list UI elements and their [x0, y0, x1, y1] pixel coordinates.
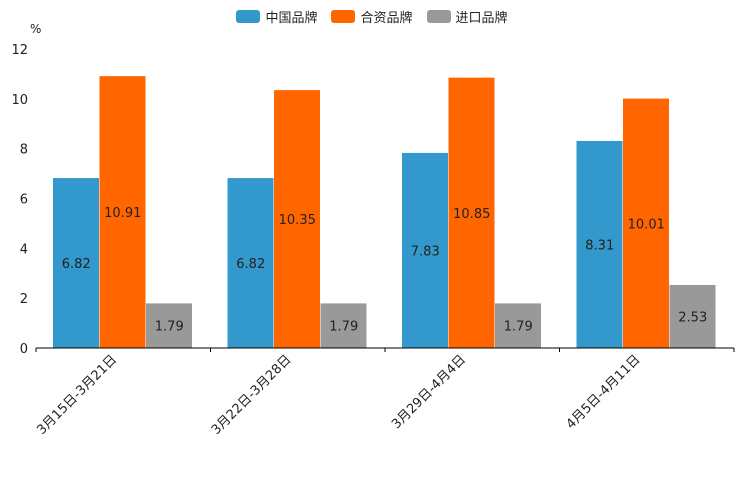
x-category-label: 4月5日-4月11日 — [564, 352, 644, 432]
data-label-series-0-cat-3: 8.31 — [585, 238, 614, 253]
y-tick-label: 6 — [20, 193, 28, 208]
bar-series-0-cat-2 — [402, 152, 448, 348]
data-label-series-1-cat-3: 10.01 — [628, 217, 665, 232]
legend-label-china-brand: 中国品牌 — [265, 11, 318, 26]
bar-series-1-cat-0 — [99, 76, 146, 348]
data-label-series-0-cat-0: 6.82 — [62, 257, 91, 272]
data-label-series-2-cat-2: 1.79 — [504, 320, 533, 335]
bar-series-2-cat-0 — [146, 303, 192, 348]
chart-legend: 中国品牌 合资品牌 进口品牌 — [0, 7, 744, 26]
y-tick-label: 4 — [20, 242, 28, 257]
legend-label-joint-venture-brand: 合资品牌 — [360, 11, 413, 26]
legend-swatch-joint-venture-brand — [331, 10, 356, 23]
legend-item-china-brand[interactable]: 中国品牌 — [236, 7, 317, 26]
data-label-series-0-cat-2: 7.83 — [411, 244, 440, 259]
data-label-series-1-cat-0: 10.91 — [104, 206, 141, 221]
bar-series-0-cat-3 — [576, 140, 623, 348]
legend-label-import-brand: 进口品牌 — [455, 11, 508, 26]
bar-series-0-cat-1 — [227, 178, 274, 348]
data-label-series-2-cat-1: 1.79 — [329, 320, 358, 335]
y-tick-label: 10 — [11, 93, 28, 108]
bar-series-1-cat-3 — [623, 98, 669, 348]
bar-series-2-cat-3 — [669, 284, 716, 348]
data-label-series-2-cat-3: 2.53 — [678, 310, 707, 325]
legend-swatch-china-brand — [236, 10, 261, 23]
x-category-label: 3月29日-4月4日 — [389, 352, 469, 432]
bar-series-0-cat-0 — [53, 178, 99, 348]
y-tick-label: 2 — [20, 292, 28, 307]
x-category-label: 3月22日-3月28日 — [209, 352, 295, 438]
legend-item-joint-venture-brand[interactable]: 合资品牌 — [331, 7, 413, 26]
y-axis-unit: % — [30, 22, 42, 36]
legend-item-import-brand[interactable]: 进口品牌 — [426, 7, 508, 26]
legend-swatch-import-brand — [426, 10, 451, 23]
y-tick-label: 12 — [11, 43, 28, 58]
bar-series-2-cat-2 — [495, 303, 541, 348]
y-tick-label: 0 — [20, 342, 28, 357]
data-label-series-2-cat-0: 1.79 — [155, 320, 184, 335]
bar-series-1-cat-2 — [448, 77, 495, 348]
data-label-series-1-cat-1: 10.35 — [279, 213, 316, 228]
bar-series-1-cat-1 — [274, 90, 320, 349]
data-label-series-0-cat-1: 6.82 — [236, 257, 265, 272]
bar-series-2-cat-1 — [320, 303, 367, 348]
x-category-label: 3月15日-3月21日 — [34, 352, 120, 438]
data-label-series-1-cat-2: 10.85 — [453, 207, 490, 222]
y-tick-label: 8 — [20, 143, 28, 158]
